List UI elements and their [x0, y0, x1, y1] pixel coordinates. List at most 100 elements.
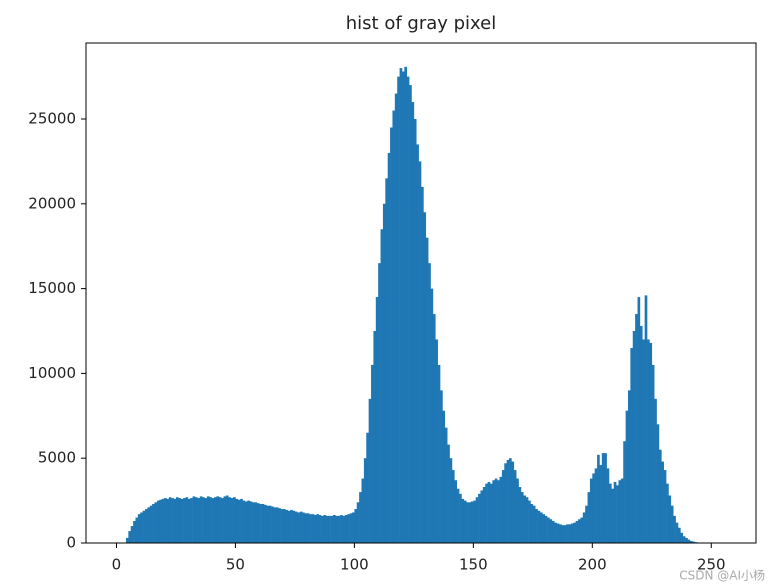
bar	[363, 458, 367, 543]
bar	[578, 519, 581, 543]
bar	[554, 522, 557, 543]
bar	[558, 524, 562, 543]
bar	[349, 513, 353, 543]
x-tick-label: 250	[697, 556, 726, 574]
bar	[518, 487, 522, 543]
bar	[418, 161, 422, 543]
bar	[573, 522, 576, 543]
bar	[318, 515, 322, 543]
bar	[321, 515, 324, 543]
bar	[133, 520, 136, 543]
bar	[237, 499, 241, 543]
bar	[159, 499, 162, 543]
bar	[670, 505, 674, 543]
bar	[692, 541, 695, 543]
bar	[218, 497, 222, 543]
bar	[632, 330, 636, 543]
bar	[513, 470, 517, 543]
bar	[675, 522, 679, 543]
bar	[225, 495, 229, 543]
bar	[647, 339, 650, 543]
bar	[128, 531, 132, 543]
bar	[152, 503, 155, 543]
bar	[304, 513, 308, 543]
bar	[532, 505, 536, 543]
x-tick-label: 100	[340, 556, 369, 574]
bar	[332, 515, 336, 543]
bar	[154, 502, 158, 543]
bar	[347, 514, 350, 543]
bar	[240, 498, 243, 543]
bar	[261, 503, 265, 543]
bar	[199, 496, 203, 543]
y-tick-label: 0	[66, 534, 76, 552]
bar	[454, 480, 457, 543]
bar	[489, 483, 493, 543]
bar	[166, 498, 170, 543]
bar	[366, 432, 369, 543]
bar	[535, 509, 538, 543]
bar	[125, 537, 129, 543]
bar	[597, 454, 600, 543]
bar	[354, 509, 358, 543]
bar	[285, 509, 289, 543]
bar	[283, 509, 286, 543]
bar	[211, 498, 215, 543]
bar	[423, 212, 427, 544]
bar	[459, 493, 462, 543]
bar	[582, 512, 586, 543]
bar	[523, 495, 526, 543]
bar	[485, 483, 488, 543]
bar	[654, 398, 657, 543]
bar	[509, 458, 512, 543]
bar	[499, 476, 503, 543]
bar	[606, 468, 610, 543]
bar	[204, 498, 208, 543]
bar	[287, 510, 291, 543]
bar	[206, 496, 210, 543]
bar	[432, 314, 436, 543]
bar	[466, 502, 469, 543]
bar	[328, 515, 331, 543]
bar	[566, 524, 569, 543]
bar	[344, 515, 348, 543]
bar	[168, 497, 172, 543]
bar	[228, 497, 231, 543]
bar	[570, 523, 574, 543]
bar	[661, 461, 664, 543]
bar	[161, 498, 165, 543]
bar	[673, 515, 676, 543]
bar	[549, 519, 553, 543]
bar	[539, 512, 543, 543]
bar	[223, 496, 227, 543]
bar	[290, 509, 293, 543]
x-tick-label: 50	[226, 556, 245, 574]
bar	[487, 481, 491, 543]
bar	[682, 536, 686, 543]
bar	[623, 441, 626, 543]
bar	[171, 498, 174, 543]
bar	[352, 512, 355, 543]
bar	[399, 68, 403, 544]
bar	[542, 514, 546, 543]
bar	[371, 364, 374, 543]
bar	[147, 507, 151, 543]
bar	[613, 481, 617, 543]
bar	[677, 527, 681, 543]
bar	[639, 325, 643, 543]
bar	[656, 424, 660, 543]
bar	[537, 510, 541, 543]
bar	[444, 427, 448, 543]
bar	[425, 237, 429, 543]
bar	[244, 501, 248, 543]
bar	[323, 515, 327, 543]
chart-title: hist of gray pixel	[346, 13, 496, 34]
bar	[449, 458, 453, 543]
bar	[525, 497, 529, 543]
bar	[164, 498, 167, 543]
bar	[275, 507, 279, 543]
bar	[687, 539, 691, 543]
bar	[482, 487, 486, 543]
bar	[294, 511, 298, 543]
